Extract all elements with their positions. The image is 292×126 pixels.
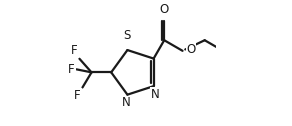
Text: N: N xyxy=(121,96,130,109)
Text: O: O xyxy=(186,43,196,56)
Text: N: N xyxy=(151,88,159,101)
Text: O: O xyxy=(160,3,169,16)
Text: F: F xyxy=(68,63,75,76)
Text: F: F xyxy=(71,44,78,57)
Text: F: F xyxy=(74,89,81,102)
Text: S: S xyxy=(124,29,131,42)
